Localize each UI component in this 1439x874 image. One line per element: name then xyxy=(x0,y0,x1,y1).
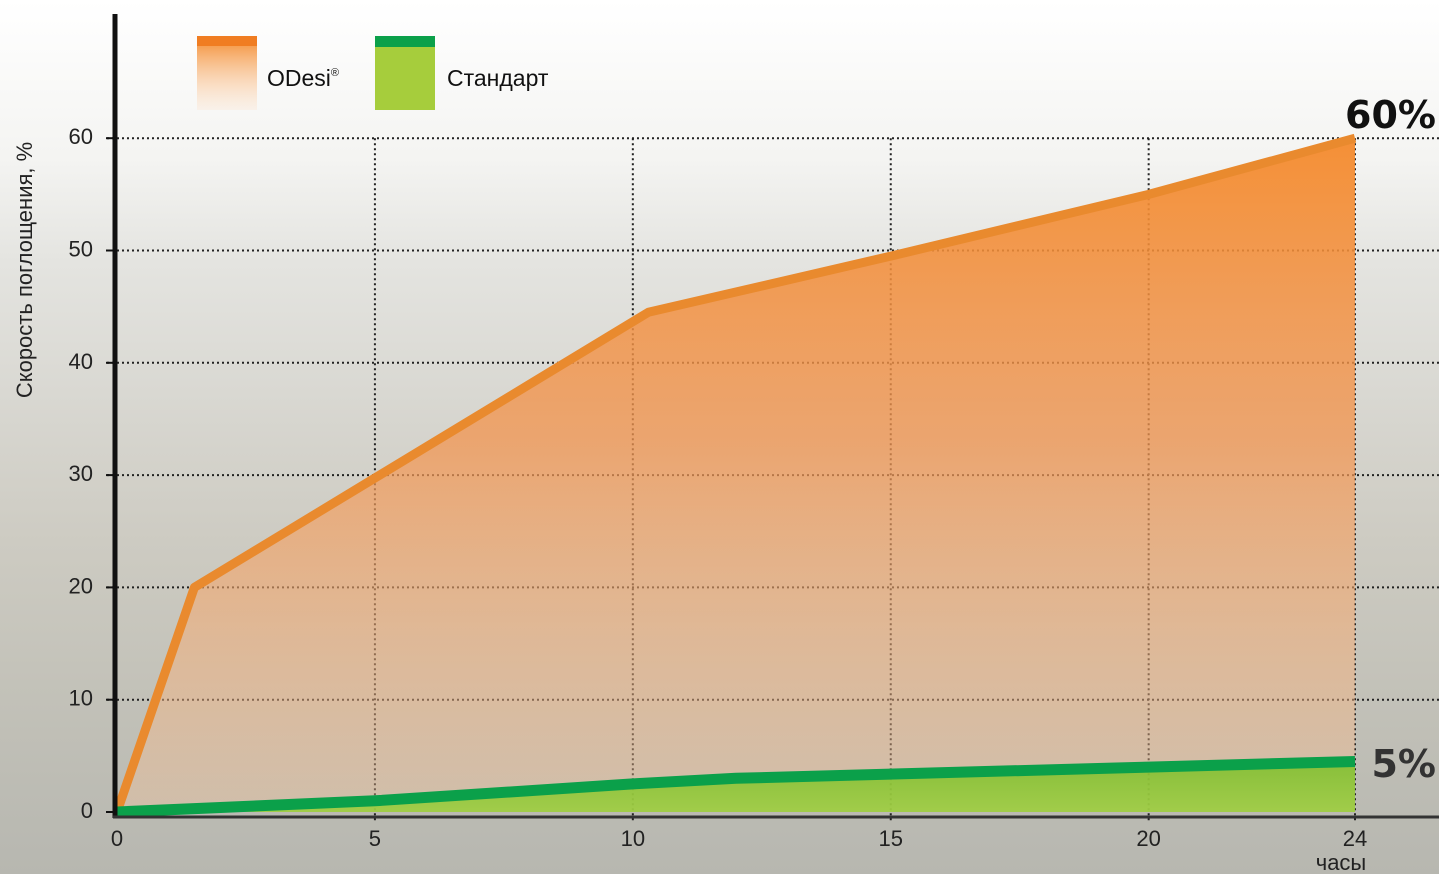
axes xyxy=(106,14,1439,819)
line-standard xyxy=(116,756,1356,818)
x-tick-label-20: 20 xyxy=(1136,826,1160,851)
y-tick-label-60: 60 xyxy=(69,124,93,149)
end-label-odesi: 60% xyxy=(1345,93,1436,137)
y-tick-label-50: 50 xyxy=(69,237,93,262)
x-axis-title: часы xyxy=(1316,850,1367,874)
y-tick-label-10: 10 xyxy=(69,686,93,711)
legend-swatch-odesi-bar xyxy=(197,36,257,46)
legend-swatch-standard-bar xyxy=(375,36,435,47)
legend: ODesi® Стандарт xyxy=(197,36,549,110)
x-tick-label-24: 24 xyxy=(1343,826,1367,851)
x-tick-label-15: 15 xyxy=(879,826,903,851)
x-tick-label-5: 5 xyxy=(369,826,381,851)
legend-item-odesi: ODesi® xyxy=(197,36,339,110)
legend-swatch-odesi xyxy=(197,36,257,110)
y-axis-title: Скорость поглощения, % xyxy=(12,142,37,398)
y-tick-label-0: 0 xyxy=(81,798,93,823)
x-tick-label-0: 0 xyxy=(111,826,123,851)
x-tick-label-10: 10 xyxy=(621,826,645,851)
legend-label-odesi: ODesi® xyxy=(267,65,339,91)
line-odesi xyxy=(112,133,1357,814)
y-tick-label-30: 30 xyxy=(69,461,93,486)
area-odesi xyxy=(117,138,1355,812)
legend-item-standard: Стандарт xyxy=(375,36,549,110)
y-tick-label-20: 20 xyxy=(69,573,93,598)
tick-labels: 0 10 20 30 40 50 60 0 5 10 15 20 24 xyxy=(69,124,1368,851)
y-tick-label-40: 40 xyxy=(69,349,93,374)
legend-swatch-standard xyxy=(375,36,435,110)
end-label-standard: 5% xyxy=(1371,742,1436,786)
legend-label-standard: Стандарт xyxy=(447,65,549,91)
plot-lines xyxy=(112,133,1357,818)
